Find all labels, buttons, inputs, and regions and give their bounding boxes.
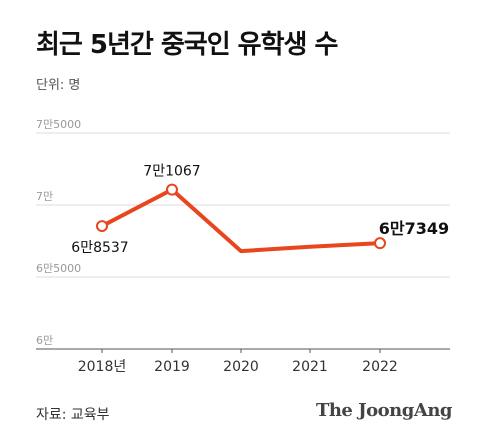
data-point <box>166 183 178 196</box>
x-tick-label: 2022 <box>362 359 398 375</box>
data-point <box>374 237 386 250</box>
data-label: 6만8537 <box>71 240 128 256</box>
y-tick-label: 6만5000 <box>36 262 81 275</box>
x-tick-label: 2018년 <box>78 359 127 375</box>
x-tick-label: 2019 <box>154 359 190 375</box>
series-line <box>100 187 382 254</box>
data-label: 7만1067 <box>143 164 200 180</box>
unit-label: 단위: 명 <box>36 78 81 93</box>
y-tick-label: 7만5000 <box>36 118 81 131</box>
chart-title: 최근 5년간 중국인 유학생 수 <box>36 30 338 60</box>
data-point <box>96 220 108 233</box>
data-label: 6만7349 <box>379 219 449 238</box>
x-tick-label: 2020 <box>223 359 259 375</box>
brand-logo: The JoongAng <box>315 400 453 421</box>
y-tick-label: 7만 <box>36 190 53 203</box>
x-tick-label: 2021 <box>292 359 328 375</box>
y-tick-label: 6만 <box>36 334 53 347</box>
source-label: 자료: 교육부 <box>36 407 110 423</box>
